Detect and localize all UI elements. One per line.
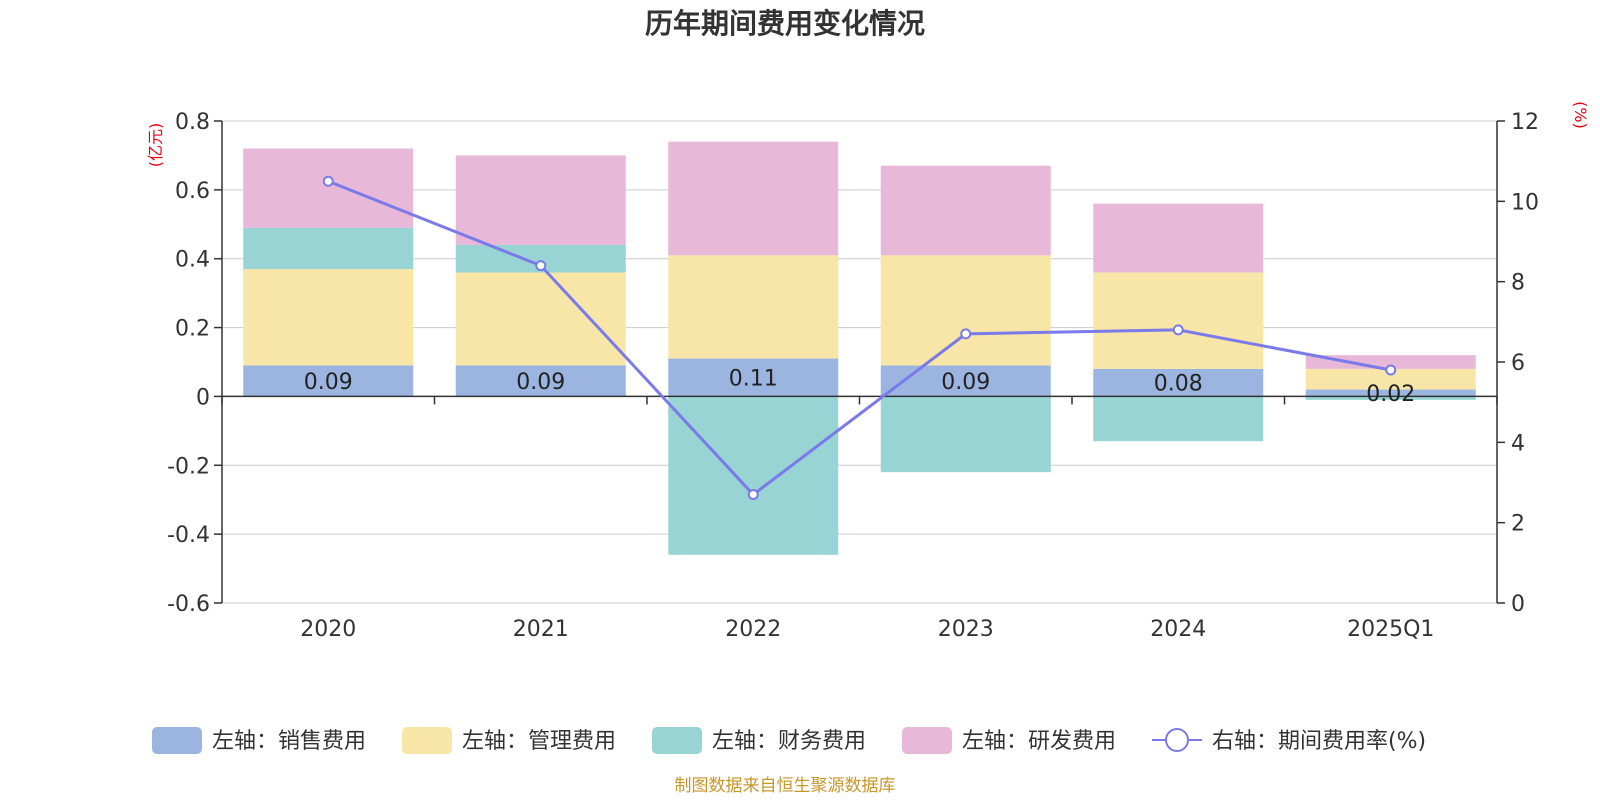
- bar-2025Q1-series-1: [1305, 368, 1476, 390]
- legend: 左轴：销售费用 左轴：管理费用 左轴：财务费用 左轴：研发费用 右轴：期间费用率(%): [152, 727, 1426, 754]
- left-tick-label: 0: [196, 385, 210, 410]
- bar-2024-series-3: [1093, 203, 1264, 273]
- x-tick-label: 2023: [938, 617, 994, 642]
- expense-rate-polyline: [327, 179, 1392, 497]
- legend-swatch-2: [652, 727, 702, 754]
- bar-2023-series-3: [880, 165, 1051, 256]
- legend-label-0: 左轴：销售费用: [212, 729, 366, 754]
- expense-rate-line: [322, 175, 1397, 501]
- bar-2023-series-1: [880, 255, 1051, 366]
- expense-rate-point-2025Q1: [1385, 364, 1397, 376]
- sales-expense-label: 0.08: [1154, 372, 1203, 397]
- legend-line-marker: [1165, 728, 1189, 752]
- bar-2020-series-1: [243, 269, 414, 366]
- bar-2022-series-1: [668, 255, 839, 359]
- sales-expense-label: 0.09: [941, 370, 990, 395]
- expense-rate-point-2023: [960, 328, 972, 340]
- legend-swatch-0: [152, 727, 202, 754]
- left-tick-label: 0.2: [175, 317, 210, 342]
- left-tick-label: 0.8: [175, 110, 210, 135]
- x-tick-label: 2022: [725, 617, 781, 642]
- x-tick-label: 2025Q1: [1347, 617, 1434, 642]
- expense-rate-point-2024: [1172, 324, 1184, 336]
- right-tick-label: 8: [1511, 271, 1525, 296]
- bars: [243, 141, 1476, 555]
- right-axis-unit: (%): [1571, 101, 1590, 129]
- chart-title: 历年期间费用变化情况: [645, 7, 925, 40]
- sales-expense-label: 0.09: [304, 370, 353, 395]
- right-tick-label: 12: [1511, 110, 1539, 135]
- data-labels: 0.09 0.09 0.11 0.09 0.08 0.02: [304, 366, 1415, 406]
- x-tick-label: 2020: [300, 617, 356, 642]
- bar-2021-series-1: [455, 272, 626, 366]
- x-tick-label: 2024: [1150, 617, 1206, 642]
- left-tick-label: 0.4: [175, 248, 210, 273]
- left-axis-unit: (亿元): [146, 123, 165, 168]
- right-tick-label: 6: [1511, 351, 1525, 376]
- legend-label-1: 左轴：管理费用: [462, 729, 616, 754]
- bar-2025Q1-series-0: [1305, 389, 1476, 397]
- right-tick-label: 4: [1511, 431, 1525, 456]
- bar-2022-series-3: [668, 141, 839, 256]
- sales-expense-label: 0.02: [1366, 382, 1415, 407]
- bar-2025Q1-series-2: [1305, 396, 1476, 400]
- bar-2022-series-2: [668, 396, 839, 555]
- sales-expense-label: 0.09: [516, 370, 565, 395]
- left-tick-label: -0.6: [167, 592, 210, 617]
- bar-2025Q1-series-3: [1305, 355, 1476, 369]
- legend-swatch-1: [402, 727, 452, 754]
- legend-label-4: 右轴：期间费用率(%): [1212, 729, 1426, 754]
- bar-2024-series-1: [1093, 272, 1264, 369]
- right-tick-label: 10: [1511, 190, 1539, 215]
- source-note: 制图数据来自恒生聚源数据库: [675, 776, 896, 796]
- right-tick-label: 2: [1511, 512, 1525, 537]
- bar-2021-series-3: [455, 155, 626, 245]
- legend-label-2: 左轴：财务费用: [712, 729, 866, 754]
- left-tick-label: -0.4: [167, 523, 210, 548]
- expense-rate-point-2022: [747, 489, 759, 501]
- legend-label-3: 左轴：研发费用: [962, 729, 1116, 754]
- bar-2020-series-0: [243, 365, 414, 397]
- left-tick-label: 0.6: [175, 179, 210, 204]
- sales-expense-label: 0.11: [729, 366, 778, 391]
- bar-2024-series-0: [1093, 368, 1264, 397]
- bar-2020-series-2: [243, 227, 414, 270]
- bar-2024-series-2: [1093, 396, 1264, 442]
- expense-rate-point-2021: [535, 260, 547, 272]
- bar-2023-series-2: [880, 396, 1051, 473]
- expense-rate-point-2020: [322, 175, 334, 187]
- bar-2021-series-0: [455, 365, 626, 397]
- bar-2023-series-0: [880, 365, 1051, 397]
- bar-2022-series-0: [668, 358, 839, 397]
- bar-2020-series-3: [243, 148, 414, 228]
- right-tick-label: 0: [1511, 592, 1525, 617]
- x-tick-label: 2021: [513, 617, 569, 642]
- legend-swatch-3: [902, 727, 952, 754]
- left-tick-label: -0.2: [167, 454, 210, 479]
